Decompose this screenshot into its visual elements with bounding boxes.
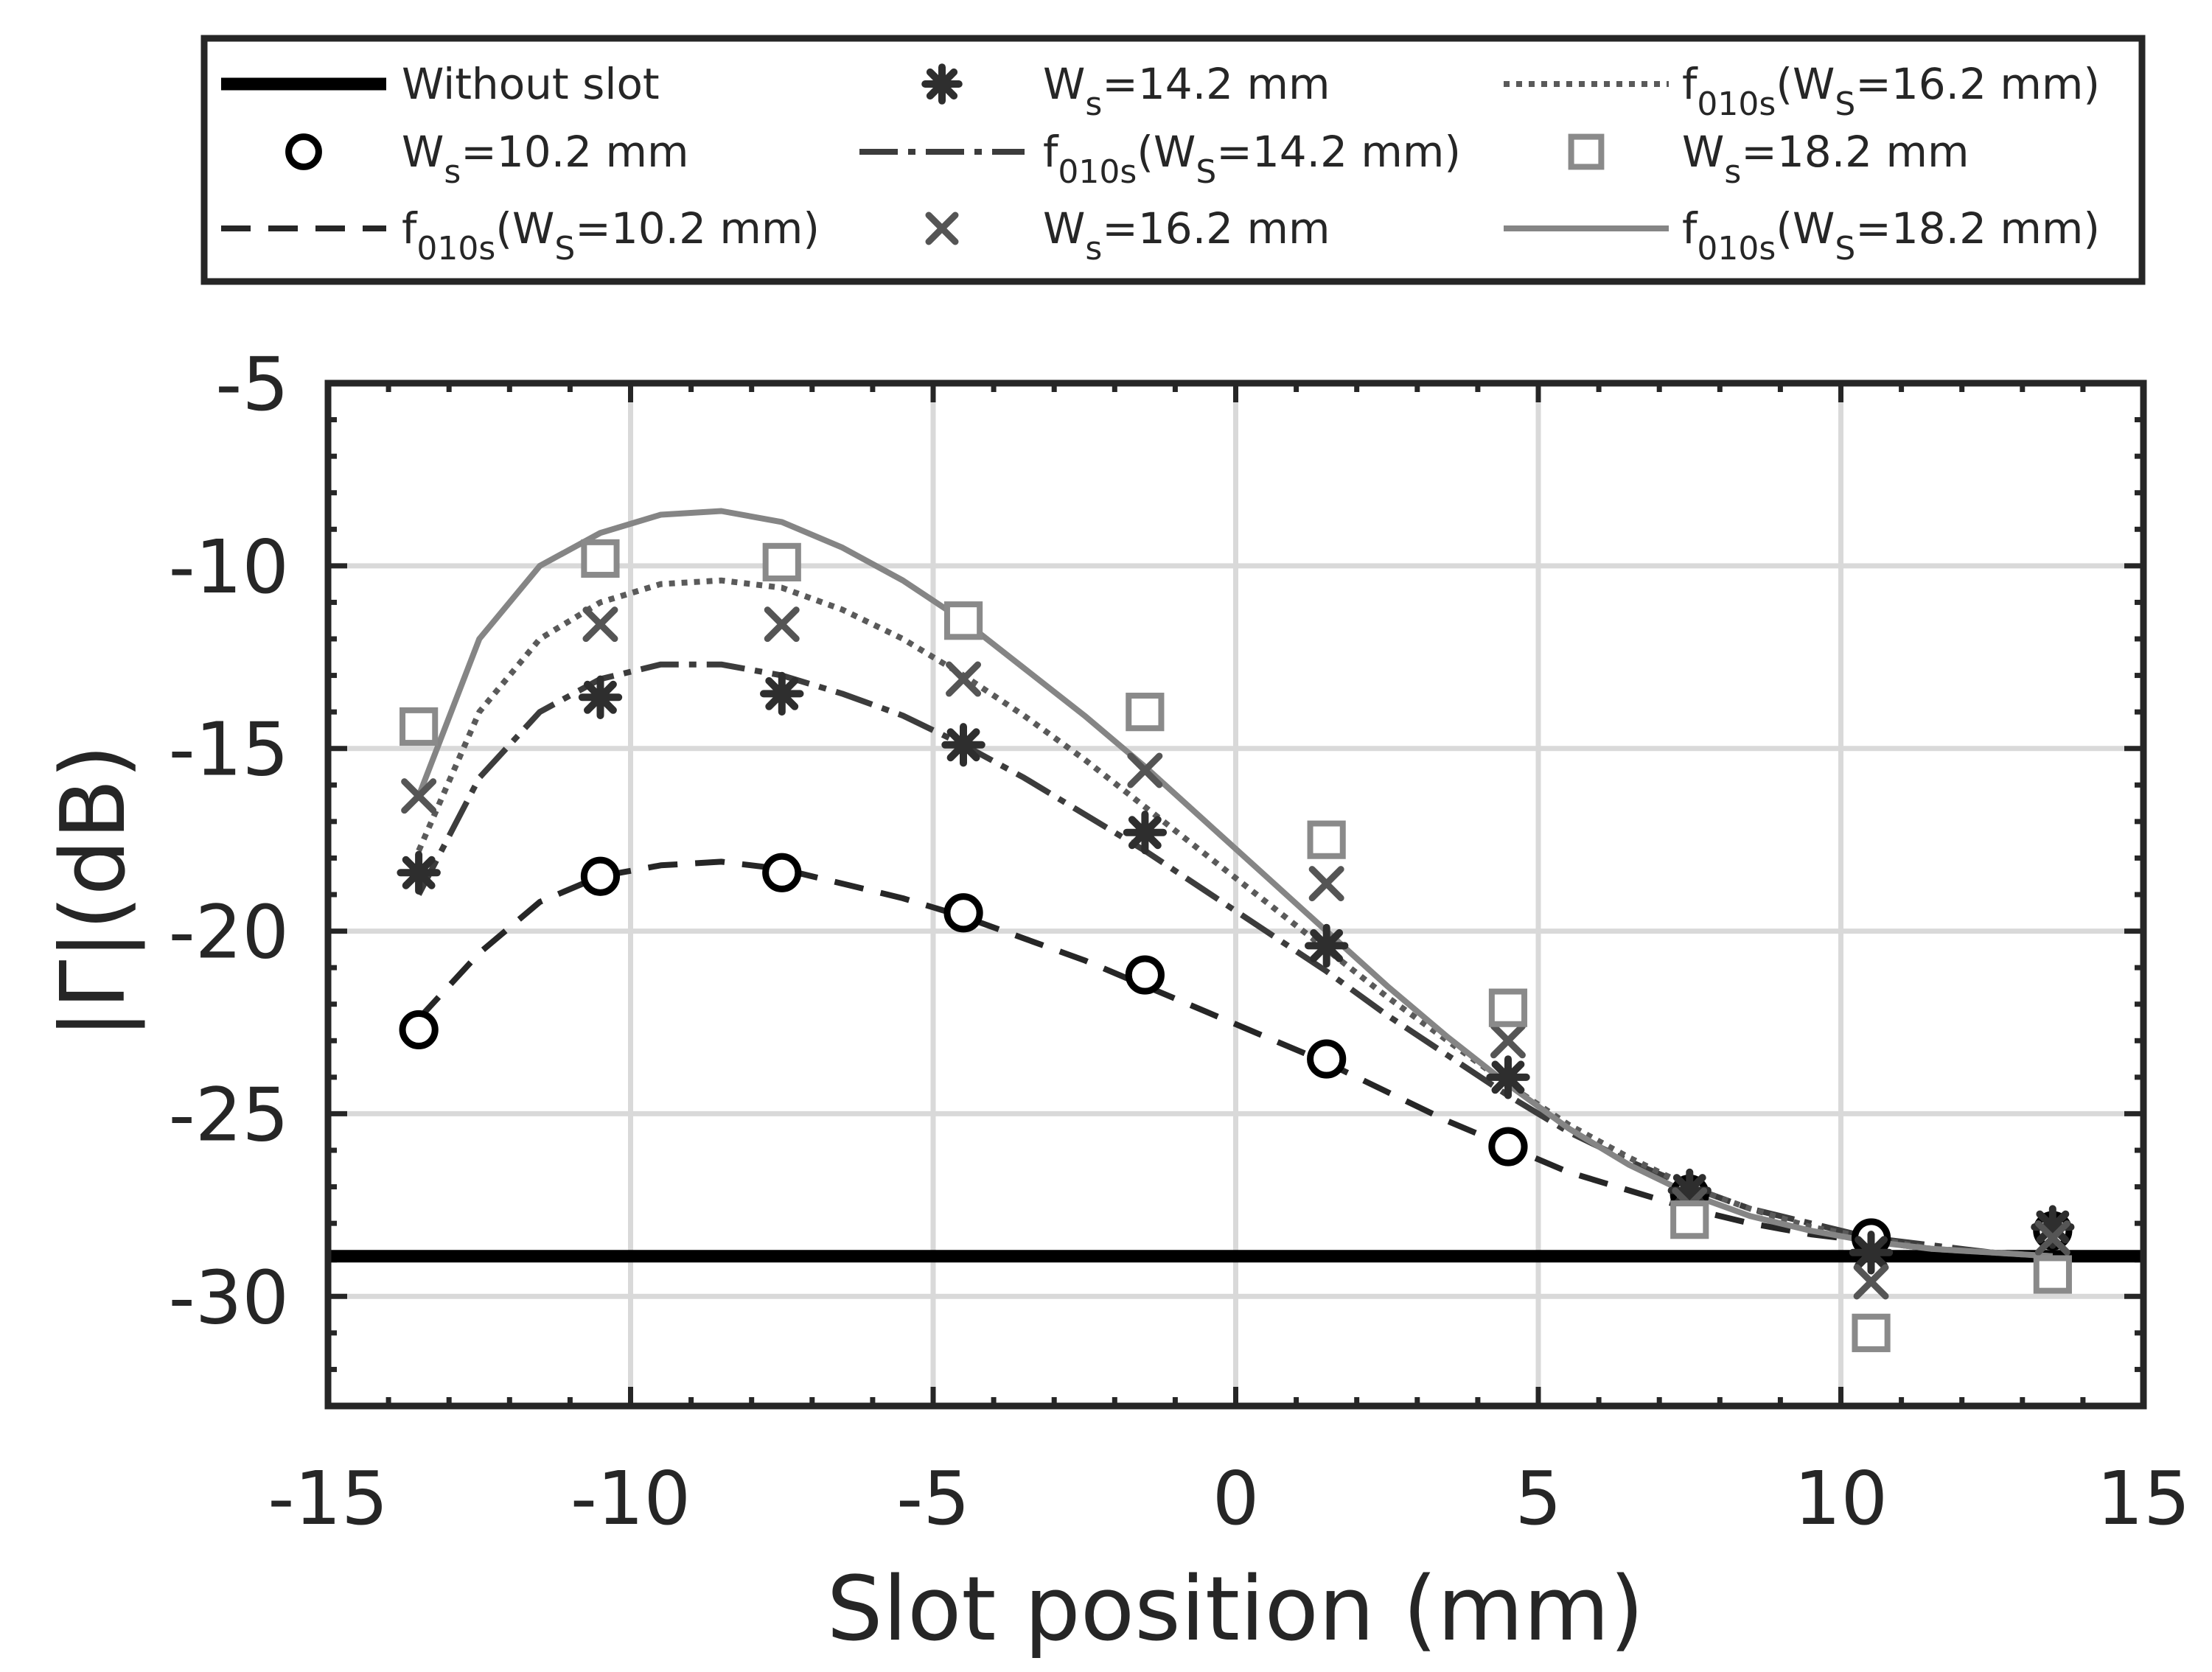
- legend: Without slot Ws=14.2 mm f010s(WS=16.2 mm)W…: [200, 35, 2146, 285]
- legend-label: f010s(WS=16.2 mm): [1682, 59, 2100, 123]
- data-point-w-s-14-2-mm: [760, 671, 804, 716]
- legend-entry: Ws=14.2 mm: [921, 59, 1330, 123]
- data-point-w-s-10-2-mm: [1125, 955, 1165, 995]
- data-point-w-s-18-2-mm: [1126, 693, 1165, 732]
- data-point-w-s-18-2-mm: [581, 539, 620, 578]
- legend-label: f010s(WS=18.2 mm): [1682, 203, 2100, 267]
- data-point-w-s-10-2-mm: [580, 856, 621, 896]
- tick-labels: -15 -10 -5 0 5 10 15 -5 -10 -15 -20 -25 -30: [169, 341, 2191, 1542]
- data-point-w-s-16-2-mm: [1490, 1023, 1526, 1059]
- data-point-w-s-18-2-mm: [1670, 1200, 1709, 1239]
- x-tick-label: 5: [1515, 1455, 1562, 1542]
- y-axis-label: |Γ|(dB): [43, 744, 145, 1039]
- legend-label: Ws=16.2 mm: [1043, 203, 1330, 267]
- data-point-w-s-14-2-mm: [1667, 1168, 1712, 1213]
- x-tick-label: 10: [1794, 1455, 1888, 1542]
- data-point-w-s-18-2-mm: [762, 542, 801, 581]
- data-point-w-s-16-2-mm: [764, 606, 800, 643]
- data-point-w-s-16-2-mm: [946, 661, 982, 697]
- legend-marker-w-s-16-2-mm: [925, 211, 959, 245]
- x-tick-label: -5: [896, 1455, 970, 1542]
- data-point-w-s-16-2-mm: [401, 778, 437, 814]
- data-point-w-s-10-2-mm: [943, 893, 983, 933]
- data-point-w-s-10-2-mm: [1307, 1039, 1347, 1079]
- legend-label: Ws=18.2 mm: [1682, 127, 1969, 191]
- data-point-w-s-18-2-mm: [943, 601, 983, 640]
- data-point-w-s-18-2-mm: [400, 707, 439, 746]
- data-point-w-s-16-2-mm: [582, 606, 618, 643]
- x-tick-label: 15: [2096, 1455, 2190, 1542]
- legend-marker-w-s-14-2-mm: [921, 63, 963, 105]
- data-point-w-s-14-2-mm: [1486, 1055, 1530, 1099]
- data-point-w-s-16-2-mm: [1308, 866, 1344, 902]
- x-tick-label: -15: [268, 1455, 388, 1542]
- series-line-f010s-w-s-18-2-mm: [416, 508, 2054, 1259]
- data-point-w-s-14-2-mm: [2031, 1205, 2075, 1249]
- data-point-w-s-18-2-mm: [1488, 988, 1528, 1027]
- grid: [328, 383, 2143, 1406]
- legend-label: f010s(WS=10.2 mm): [402, 203, 820, 267]
- series-line-f010s-w-s-10-2-mm: [416, 858, 2054, 1259]
- legend-entry: f010s(WS=10.2 mm): [221, 203, 820, 267]
- x-tick-label: 0: [1213, 1455, 1260, 1542]
- data-markers: [397, 539, 2075, 1352]
- series-line-f010s-w-s-16-2-mm: [416, 577, 2054, 1259]
- data-point-w-s-10-2-mm: [399, 1010, 439, 1050]
- data-point-w-s-16-2-mm: [2034, 1220, 2070, 1256]
- y-tick-label: -20: [169, 889, 289, 976]
- y-tick-label: -15: [169, 707, 289, 793]
- data-point-w-s-18-2-mm: [2033, 1255, 2072, 1294]
- legend-box: [200, 35, 2146, 285]
- legend-entry: f010s(WS=16.2 mm): [1504, 59, 2100, 123]
- data-point-w-s-14-2-mm: [1849, 1231, 1894, 1275]
- fit-lines: [416, 508, 2054, 1259]
- legend-entry: Ws=18.2 mm: [1568, 127, 1969, 191]
- legend-marker-w-s-18-2-mm: [1568, 133, 1605, 170]
- plot-frame: [324, 379, 2147, 1410]
- legend-marker-w-s-10-2-mm: [285, 133, 322, 170]
- legend-entry: f010s(WS=14.2 mm): [859, 127, 1461, 191]
- legend-entry: Ws=10.2 mm: [285, 127, 688, 191]
- y-tick-label: -10: [169, 524, 289, 610]
- legend-entry: Ws=16.2 mm: [925, 203, 1330, 267]
- legend-label: f010s(WS=14.2 mm): [1043, 127, 1461, 191]
- data-point-w-s-14-2-mm: [941, 723, 985, 767]
- data-point-w-s-10-2-mm: [762, 853, 802, 892]
- legend-entry: Without slot: [221, 59, 660, 109]
- legend-entry: f010s(WS=18.2 mm): [1504, 203, 2100, 267]
- y-tick-label: -30: [169, 1254, 289, 1340]
- data-point-w-s-14-2-mm: [397, 850, 441, 895]
- y-tick-label: -25: [169, 1071, 289, 1158]
- data-point-w-s-16-2-mm: [1853, 1264, 1889, 1300]
- legend-label: Without slot: [402, 59, 660, 109]
- data-point-w-s-18-2-mm: [1307, 820, 1346, 859]
- x-axis-label: Slot position (mm): [826, 1559, 1644, 1661]
- y-tick-label: -5: [215, 341, 289, 427]
- data-point-w-s-14-2-mm: [1305, 923, 1349, 968]
- data-point-w-s-16-2-mm: [1127, 752, 1163, 788]
- data-point-w-s-10-2-mm: [1488, 1127, 1528, 1166]
- legend-label: Ws=14.2 mm: [1043, 59, 1330, 123]
- series-line-f010s-w-s-14-2-mm: [416, 661, 2054, 1259]
- data-point-w-s-14-2-mm: [578, 675, 623, 719]
- x-tick-label: -10: [571, 1455, 691, 1542]
- data-point-w-s-18-2-mm: [1852, 1313, 1891, 1352]
- data-point-w-s-14-2-mm: [1123, 811, 1168, 855]
- legend-label: Ws=10.2 mm: [402, 127, 688, 191]
